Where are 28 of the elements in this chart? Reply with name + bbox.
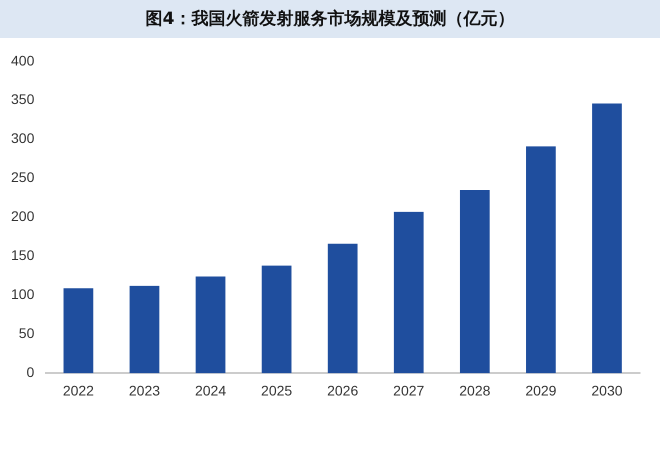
x-tick-label: 2024 <box>194 382 226 398</box>
x-tick-label: 2023 <box>128 382 160 398</box>
y-tick-label: 350 <box>11 91 35 108</box>
y-tick-label: 200 <box>11 208 35 224</box>
x-tick-label: 2027 <box>393 382 425 398</box>
y-tick-label: 400 <box>11 52 35 68</box>
x-tick-label: 2022 <box>62 382 94 398</box>
y-tick-label: 300 <box>11 130 35 146</box>
bar <box>196 276 226 374</box>
y-tick-label: 100 <box>11 286 35 302</box>
bar <box>592 103 622 374</box>
bar <box>262 266 292 374</box>
x-tick-label: 2026 <box>327 382 358 398</box>
y-tick-label: 50 <box>18 325 35 342</box>
x-tick-label: 2028 <box>459 382 491 398</box>
bar <box>394 212 424 374</box>
y-tick-label: 250 <box>11 169 35 186</box>
x-tick-label: 2029 <box>525 382 557 398</box>
bar <box>64 288 94 374</box>
bar <box>130 286 160 374</box>
bar <box>460 190 490 374</box>
x-tick-label: 2030 <box>591 382 623 398</box>
bar <box>526 146 556 374</box>
bar <box>328 244 358 374</box>
x-tick-label: 2025 <box>261 382 292 398</box>
y-tick-label: 150 <box>11 247 35 264</box>
y-tick-label: 0 <box>26 364 35 380</box>
chart-title: 图4：我国火箭发射服务市场规模及预测（亿元） <box>0 0 660 38</box>
